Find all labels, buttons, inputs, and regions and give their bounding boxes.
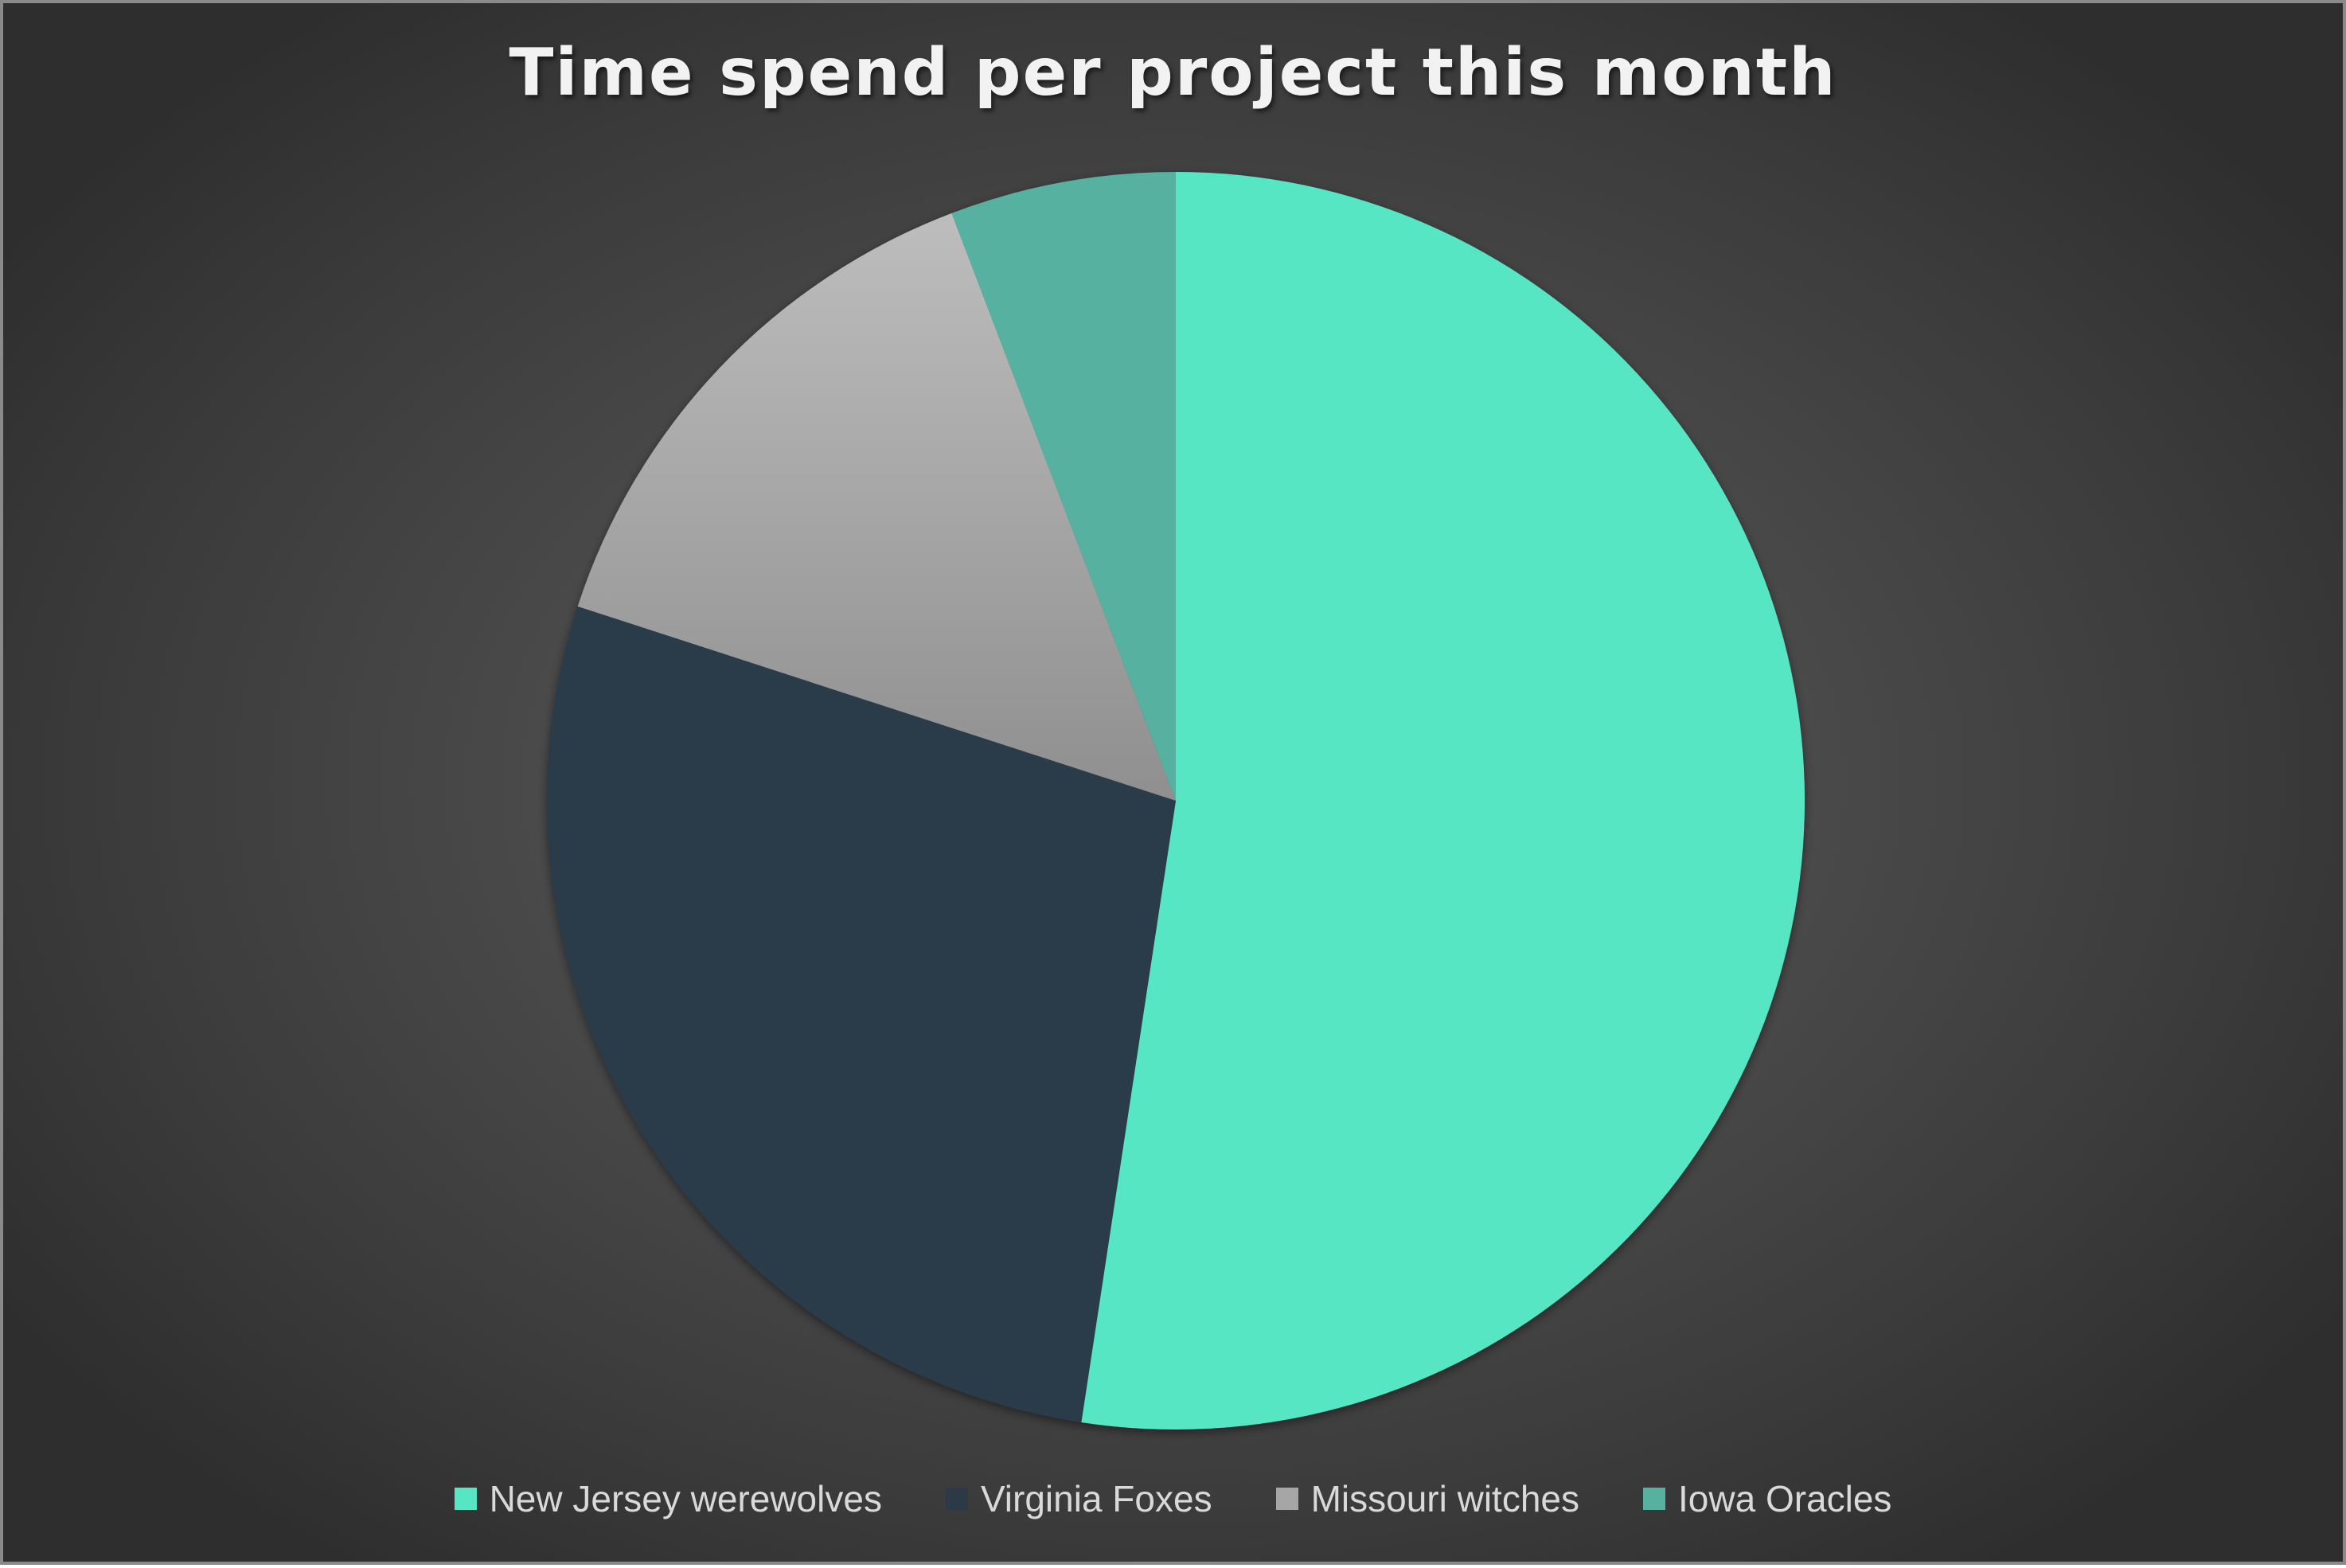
- legend-label: New Jersey werewolves: [489, 1478, 882, 1519]
- legend-label: Virginia Foxes: [980, 1478, 1212, 1519]
- legend-swatch: [1275, 1488, 1298, 1510]
- pie-slice-new-jersey-werewolves: [1081, 172, 1805, 1430]
- legend-swatch: [945, 1488, 968, 1510]
- legend-entry: New Jersey werewolves: [454, 1477, 882, 1520]
- pie-slice-missouri-witches: [577, 213, 1176, 801]
- legend-entry: Iowa Oracles: [1643, 1477, 1891, 1520]
- pie-slice-virginia-foxes: [547, 606, 1176, 1423]
- chart-title: Time spend per project this month: [509, 35, 1837, 111]
- legend-swatch: [1643, 1488, 1665, 1510]
- legend-label: Iowa Oracles: [1678, 1478, 1892, 1519]
- pie-chart: [547, 172, 1805, 1430]
- legend-label: Missouri witches: [1310, 1478, 1579, 1519]
- legend: New Jersey werewolves Virginia Foxes Misso…: [3, 1477, 2343, 1520]
- legend-entry: Virginia Foxes: [945, 1477, 1212, 1520]
- legend-swatch: [454, 1488, 477, 1510]
- pie-slice-iowa-oracles: [951, 172, 1176, 801]
- legend-entry: Missouri witches: [1275, 1477, 1579, 1520]
